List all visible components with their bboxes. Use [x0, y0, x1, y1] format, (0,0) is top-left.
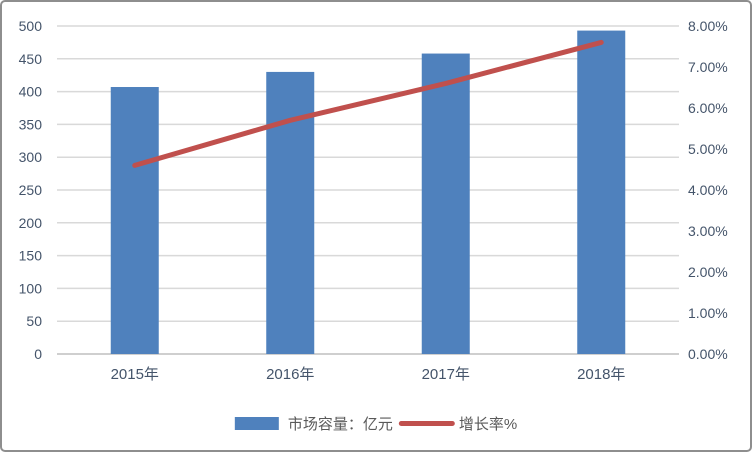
bar-2015年 — [110, 87, 159, 355]
x-axis-label: 2016年 — [266, 366, 314, 383]
x-axis-label: 2015年 — [111, 366, 159, 383]
legend-label-growth-rate: 增长率% — [458, 416, 518, 433]
right-axis-tick-label: 7.00% — [688, 59, 728, 75]
legend-bar-swatch-icon — [234, 417, 279, 430]
chart-legend: 市场容量：亿元 增长率% — [234, 413, 518, 434]
bar-2017年 — [421, 53, 470, 354]
right-axis-tick-label: 0.00% — [688, 346, 728, 362]
legend-line-swatch-icon — [398, 421, 455, 426]
left-axis-tick-label: 200 — [19, 215, 43, 231]
legend-item-growth-rate: 增长率% — [398, 413, 518, 434]
bar-2018年 — [577, 30, 626, 354]
left-axis-tick-label: 50 — [26, 313, 42, 329]
left-axis-tick-label: 150 — [19, 248, 43, 264]
x-axis-label: 2018年 — [577, 366, 625, 383]
left-axis-tick-label: 0 — [34, 346, 42, 362]
legend-label-market-capacity: 市场容量：亿元 — [287, 416, 393, 433]
left-axis-tick-label: 350 — [19, 116, 43, 132]
legend-item-market-capacity: 市场容量：亿元 — [234, 413, 393, 434]
left-axis-tick-label: 250 — [19, 182, 43, 198]
x-axis-label: 2017年 — [422, 366, 470, 383]
left-axis-tick-label: 300 — [19, 149, 43, 165]
right-axis-tick-label: 2.00% — [688, 264, 728, 280]
right-axis-tick-label: 3.00% — [688, 223, 728, 239]
growth-rate-line — [132, 39, 604, 168]
left-axis-tick-label: 400 — [19, 84, 43, 100]
right-axis-tick-label: 1.00% — [688, 305, 728, 321]
left-axis-tick-label: 500 — [19, 18, 43, 34]
right-axis-tick-label: 8.00% — [688, 18, 728, 34]
right-axis-tick-label: 5.00% — [688, 141, 728, 157]
left-axis-tick-label: 450 — [19, 51, 43, 67]
right-axis-tick-label: 6.00% — [688, 100, 728, 116]
right-axis-tick-label: 4.00% — [688, 182, 728, 198]
left-axis-tick-label: 100 — [19, 280, 43, 296]
